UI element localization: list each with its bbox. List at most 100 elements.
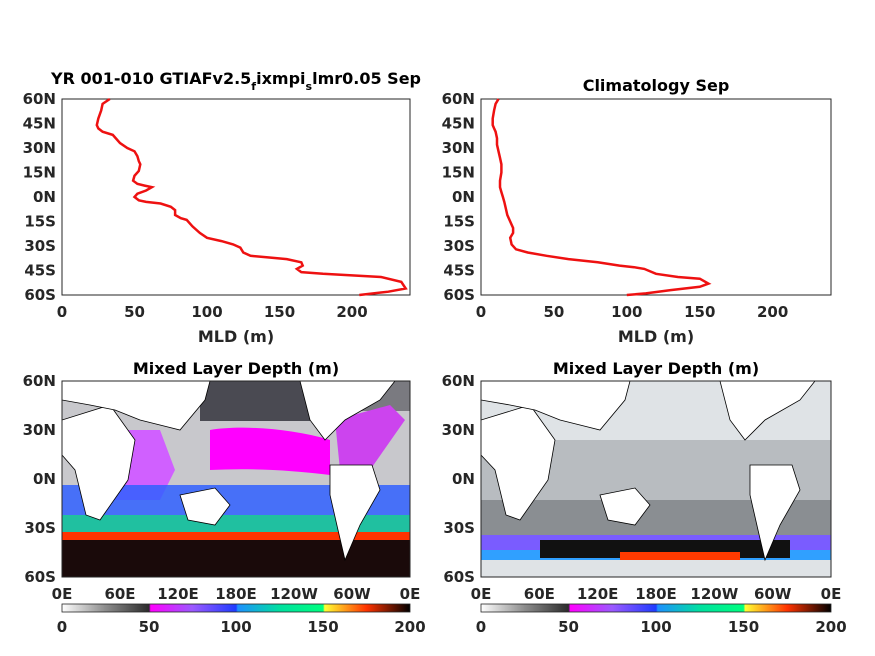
xtick-label: 0 [57,303,67,321]
model-map-africa [62,404,136,521]
climatology-map-colorbar-ticks: 0 50 100 150 200 [476,618,847,636]
model-map-atlantic-tropics [335,405,405,470]
model-map-xtick-labels: 0E 60E 120E 180E 120W 60W 0E [52,585,421,603]
ytick-label: 45N [23,115,56,133]
climatology-map-north-america [719,381,816,441]
climatology-map-colorbar [480,603,832,613]
map-xtick-label: 0E [471,585,492,603]
colorbar-tick-label: 50 [139,618,160,636]
model-profile-xlabel: MLD (m) [198,327,274,346]
model-map-colorbar [61,603,411,613]
colorbar-tick-label: 200 [394,618,425,636]
climatology-map-axes-box [480,380,832,578]
map-ytick-label: 60S [24,568,56,586]
xtick-label: 50 [543,303,564,321]
ytick-label: 45S [24,262,56,280]
xtick-label: 200 [336,303,367,321]
model-profile-line [95,97,408,297]
ytick-label: 30N [442,139,475,157]
map-ytick-label: 30S [443,519,475,537]
colorbar-tick-label: 200 [815,618,846,636]
climatology-profile-xlabel: MLD (m) [618,327,694,346]
ytick-label: 15N [442,164,475,182]
map-xtick-label: 120E [157,585,199,603]
ytick-label: 0N [33,188,56,206]
model-map-axes-box [61,380,411,578]
map-xtick-label: 120W [690,585,738,603]
model-profile-xtick-labels: 0 50 100 150 200 [57,303,368,321]
xtick-label: 0 [476,303,486,321]
model-map-colorbar-ticks: 0 50 100 150 200 [57,618,426,636]
colorbar-tick-label: 100 [640,618,671,636]
map-ytick-label: 0N [33,470,56,488]
ytick-label: 0N [452,188,475,206]
climatology-profile-line [491,98,712,297]
ytick-label: 30S [443,237,475,255]
climatology-map-southern-red [620,552,740,560]
colorbar-tick-label: 150 [728,618,759,636]
climatology-map-australia [599,487,651,526]
map-xtick-label: 180E [635,585,677,603]
map-xtick-label: 0E [52,585,73,603]
map-ytick-label: 60N [23,372,56,390]
climatology-profile-title: Climatology Sep [583,76,730,95]
model-profile-title: YR 001-010 GTIAFv2.5fixmpislmr0.05 Sep [50,69,421,93]
ytick-label: 45N [442,115,475,133]
ytick-label: 15S [443,213,475,231]
ytick-label: 15N [23,164,56,182]
climatology-map-xtick-labels: 0E 60E 120E 180E 120W 60W 0E [471,585,842,603]
map-xtick-label: 120E [577,585,619,603]
xtick-label: 50 [124,303,145,321]
colorbar-tick-label: 0 [57,618,67,636]
map-ytick-label: 60S [443,568,475,586]
model-map-title: Mixed Layer Depth (m) [133,359,339,378]
xtick-label: 200 [757,303,788,321]
map-xtick-label: 60E [104,585,135,603]
ytick-label: 30N [23,139,56,157]
climatology-map-south-america [749,464,801,562]
ytick-label: 30S [24,237,56,255]
model-profile-ytick-labels: 60N 45N 30N 15N 0N 15S 30S 45S 60S [23,90,56,304]
climatology-profile-panel: Climatology Sep 60N45N30N15N0N15S30S45S6… [442,76,832,346]
map-xtick-label: 120W [270,585,318,603]
colorbar-tick-label: 150 [307,618,338,636]
map-xtick-label: 180E [215,585,257,603]
model-profile-axes-box [61,98,411,296]
climatology-profile-axes-box [480,98,832,296]
xtick-label: 150 [684,303,715,321]
model-map-south-america [329,464,381,562]
model-map-north-pacific [200,381,310,421]
map-ytick-label: 60N [442,372,475,390]
map-ytick-label: 30N [23,421,56,439]
colorbar-tick-label: 100 [220,618,251,636]
climatology-map-africa [481,404,556,521]
xtick-label: 100 [611,303,642,321]
xtick-label: 100 [191,303,222,321]
map-xtick-label: 60W [333,585,371,603]
climatology-map-eurasia [481,381,631,431]
ytick-label: 60S [24,286,56,304]
ytick-label: 60N [23,90,56,108]
model-map-field [62,381,410,577]
map-xtick-label: 0E [400,585,421,603]
map-xtick-label: 0E [821,585,842,603]
xtick-label: 150 [264,303,295,321]
climatology-map-ytick-labels: 60N 30N 0N 30S 60S [442,372,475,586]
model-map-north-america [299,381,396,441]
model-map-eurasia [62,381,211,431]
climatology-map-field [481,381,831,577]
model-map-tropical-pacific [210,427,330,475]
ytick-label: 60N [442,90,475,108]
ytick-label: 15S [24,213,56,231]
map-xtick-label: 60E [524,585,555,603]
model-map-australia [179,487,231,526]
model-map-ytick-labels: 60N 30N 0N 30S 60S [23,372,56,586]
map-ytick-label: 0N [452,470,475,488]
map-ytick-label: 30N [442,421,475,439]
climatology-profile-xtick-labels: 0 50 100 150 200 [476,303,789,321]
colorbar-tick-label: 0 [476,618,486,636]
model-map-southern-ocean-black [62,540,410,577]
